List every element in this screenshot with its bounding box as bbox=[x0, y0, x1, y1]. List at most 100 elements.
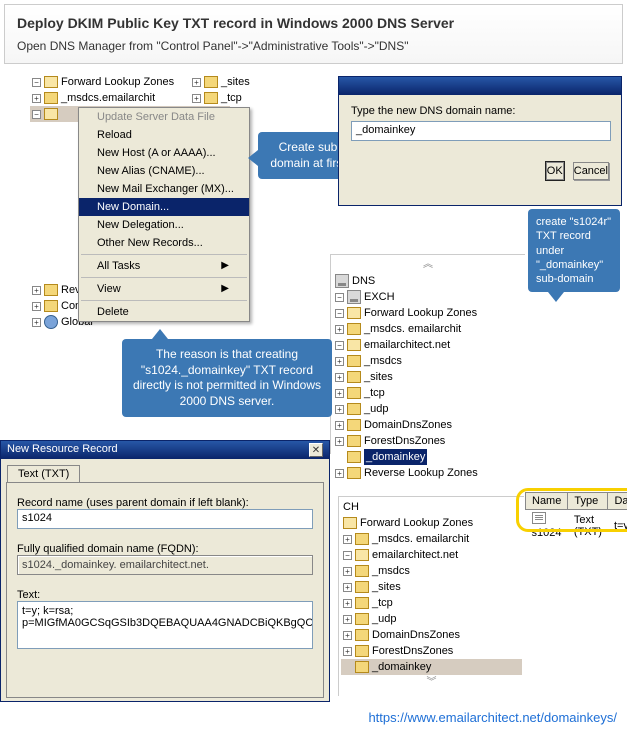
folder-icon bbox=[355, 613, 369, 625]
tree-node[interactable]: DNS bbox=[352, 273, 375, 289]
expand-icon[interactable]: + bbox=[335, 389, 344, 398]
domain-name-input[interactable]: _domainkey bbox=[351, 121, 611, 141]
collapse-icon[interactable]: − bbox=[335, 293, 344, 302]
tree-node[interactable]: DomainDnsZones bbox=[372, 627, 460, 643]
expand-icon[interactable]: + bbox=[343, 535, 352, 544]
dns-tree-middle: ︽ DNS − EXCH − Forward Lookup Zones + _msdc… bbox=[330, 254, 525, 454]
fqdn-label: Fully qualified domain name (FQDN): bbox=[17, 543, 313, 555]
tree-node[interactable]: _msdcs.emailarchit bbox=[61, 90, 155, 106]
tree-node[interactable]: DomainDnsZones bbox=[364, 417, 452, 433]
tree-node[interactable]: EXCH bbox=[364, 289, 395, 305]
highlight-ring bbox=[516, 488, 627, 532]
expand-icon[interactable]: + bbox=[335, 437, 344, 446]
expand-icon[interactable]: + bbox=[192, 94, 201, 103]
collapse-icon[interactable]: − bbox=[335, 341, 344, 350]
ok-button[interactable]: OK bbox=[546, 162, 564, 180]
menu-item-othernew[interactable]: Other New Records... bbox=[79, 234, 249, 252]
folder-icon bbox=[347, 451, 361, 463]
folder-icon bbox=[343, 517, 357, 529]
tree-node[interactable]: ForestDnsZones bbox=[364, 433, 445, 449]
menu-item-newmx[interactable]: New Mail Exchanger (MX)... bbox=[79, 180, 249, 198]
tree-node[interactable]: _sites bbox=[372, 579, 401, 595]
folder-icon bbox=[347, 403, 361, 415]
expand-icon[interactable]: + bbox=[335, 421, 344, 430]
collapse-icon[interactable]: − bbox=[32, 110, 41, 119]
menu-item-update[interactable]: Update Server Data File bbox=[79, 108, 249, 126]
close-icon[interactable]: ✕ bbox=[309, 443, 323, 457]
expand-icon[interactable]: + bbox=[32, 302, 41, 311]
expand-icon[interactable]: + bbox=[32, 286, 41, 295]
submenu-arrow-icon: ▶ bbox=[221, 260, 229, 272]
tree-node[interactable]: emailarchitect.net bbox=[364, 337, 450, 353]
expand-icon[interactable]: + bbox=[335, 373, 344, 382]
fqdn-display: s1024._domainkey. emailarchitect.net. bbox=[17, 555, 313, 575]
folder-icon bbox=[347, 307, 361, 319]
expand-icon[interactable]: + bbox=[343, 583, 352, 592]
scroll-up-icon[interactable]: ︽ bbox=[333, 257, 523, 273]
tree-node[interactable]: CH bbox=[343, 499, 359, 515]
tree-node[interactable]: _sites bbox=[221, 74, 250, 90]
folder-icon bbox=[347, 355, 361, 367]
server-icon bbox=[347, 290, 361, 304]
expand-icon[interactable]: + bbox=[343, 631, 352, 640]
expand-icon[interactable]: + bbox=[335, 405, 344, 414]
expand-icon[interactable]: + bbox=[335, 357, 344, 366]
tree-node[interactable]: _udp bbox=[364, 401, 388, 417]
tree-node[interactable]: Forward Lookup Zones bbox=[61, 74, 174, 90]
expand-icon[interactable]: + bbox=[192, 78, 201, 87]
folder-icon bbox=[355, 629, 369, 641]
tree-node[interactable]: Reverse Lookup Zones bbox=[364, 465, 478, 481]
menu-item-view[interactable]: View▶ bbox=[79, 280, 249, 298]
tree-node[interactable]: Forward Lookup Zones bbox=[360, 515, 473, 531]
dialog-titlebar bbox=[339, 77, 621, 95]
expand-icon[interactable]: + bbox=[32, 94, 41, 103]
folder-icon bbox=[347, 435, 361, 447]
folder-icon bbox=[355, 597, 369, 609]
expand-icon[interactable]: + bbox=[343, 599, 352, 608]
tree-node[interactable]: _tcp bbox=[221, 90, 242, 106]
tree-node[interactable]: _tcp bbox=[372, 595, 393, 611]
tree-node-selected[interactable] bbox=[61, 106, 64, 122]
expand-icon[interactable]: + bbox=[343, 567, 352, 576]
menu-item-delete[interactable]: Delete bbox=[79, 303, 249, 321]
expand-icon[interactable]: + bbox=[343, 615, 352, 624]
tree-node[interactable]: _msdcs. emailarchit bbox=[364, 321, 461, 337]
folder-icon bbox=[44, 76, 58, 88]
menu-item-reload[interactable]: Reload bbox=[79, 126, 249, 144]
tree-node-selected[interactable]: _domainkey bbox=[364, 449, 427, 465]
folder-icon bbox=[355, 533, 369, 545]
tree-node[interactable]: _sites bbox=[364, 369, 393, 385]
tree-node[interactable]: _msdcs bbox=[372, 563, 410, 579]
menu-item-newdomain[interactable]: New Domain... bbox=[79, 198, 249, 216]
menu-item-newhost[interactable]: New Host (A or AAAA)... bbox=[79, 144, 249, 162]
folder-icon bbox=[347, 387, 361, 399]
menu-separator bbox=[81, 277, 247, 278]
dns-tree-topmid: + _sites + _tcp bbox=[190, 74, 252, 106]
expand-icon[interactable]: + bbox=[335, 469, 344, 478]
source-link[interactable]: https://www.emailarchitect.net/domainkey… bbox=[368, 710, 617, 725]
tree-node[interactable]: _tcp bbox=[364, 385, 385, 401]
collapse-icon[interactable]: − bbox=[32, 78, 41, 87]
menu-item-alltasks[interactable]: All Tasks▶ bbox=[79, 257, 249, 275]
tree-node[interactable]: emailarchitect.net bbox=[372, 547, 458, 563]
menu-item-newcname[interactable]: New Alias (CNAME)... bbox=[79, 162, 249, 180]
collapse-icon[interactable]: − bbox=[343, 551, 352, 560]
tree-node[interactable]: _udp bbox=[372, 611, 396, 627]
tree-node[interactable]: Forward Lookup Zones bbox=[364, 305, 477, 321]
tree-node[interactable]: _msdcs. emailarchit bbox=[372, 531, 469, 547]
record-name-input[interactable]: s1024 bbox=[17, 509, 313, 529]
expand-icon[interactable]: + bbox=[32, 318, 41, 327]
folder-icon bbox=[347, 371, 361, 383]
tab-text-txt[interactable]: Text (TXT) bbox=[7, 465, 80, 482]
text-value-input[interactable]: t=y; k=rsa; p=MIGfMA0GCSqGSIb3DQEBAQUAA4… bbox=[17, 601, 313, 649]
tree-node[interactable]: ForestDnsZones bbox=[372, 643, 453, 659]
cancel-button[interactable]: Cancel bbox=[573, 162, 609, 180]
scroll-down-icon[interactable]: ︾ bbox=[341, 675, 522, 691]
expand-icon[interactable]: + bbox=[335, 325, 344, 334]
menu-item-newdelegation[interactable]: New Delegation... bbox=[79, 216, 249, 234]
tree-node[interactable]: _msdcs bbox=[364, 353, 402, 369]
new-dns-domain-dialog: Type the new DNS domain name: _domainkey… bbox=[338, 76, 622, 206]
collapse-icon[interactable]: − bbox=[335, 309, 344, 318]
expand-icon[interactable]: + bbox=[343, 647, 352, 656]
tree-node-selected[interactable]: _domainkey bbox=[372, 659, 431, 675]
